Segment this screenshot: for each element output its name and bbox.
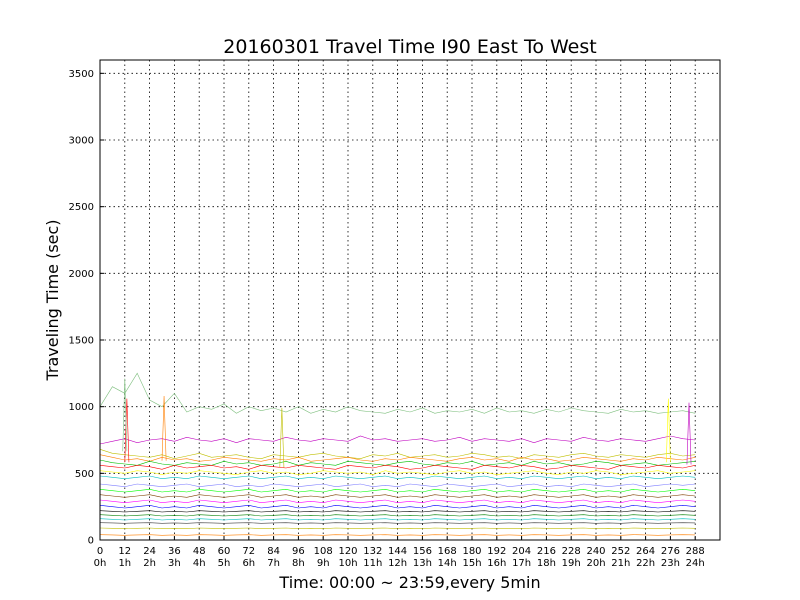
x-tick-label: 204 <box>512 546 531 557</box>
x-tick-label: 12 <box>118 546 131 557</box>
series-line-4 <box>99 454 696 462</box>
x-tick-sublabel: 10h <box>338 558 357 569</box>
x-tick-label: 48 <box>193 546 206 557</box>
x-tick-sublabel: 17h <box>512 558 531 569</box>
x-tick-label: 84 <box>267 546 280 557</box>
x-tick-sublabel: 13h <box>413 558 432 569</box>
x-tick-label: 240 <box>586 546 605 557</box>
x-tick-sublabel: 6h <box>242 558 255 569</box>
x-tick-sublabel: 9h <box>317 558 330 569</box>
x-tick-sublabel: 12h <box>388 558 407 569</box>
x-tick-sublabel: 23h <box>661 558 680 569</box>
x-tick-sublabel: 5h <box>218 558 231 569</box>
x-tick-sublabel: 2h <box>143 558 156 569</box>
series-line-13 <box>99 504 696 509</box>
x-tick-sublabel: 24h <box>686 558 705 569</box>
spike-mark-1 <box>124 398 130 463</box>
x-tick-sublabel: 7h <box>267 558 280 569</box>
plot-frame <box>99 59 721 541</box>
x-tick-sublabel: 22h <box>636 558 655 569</box>
spike-mark-4 <box>686 402 692 465</box>
series-line-2 <box>99 435 696 445</box>
grid <box>99 60 720 541</box>
series-line-10 <box>99 488 696 493</box>
series-line-7 <box>99 470 696 476</box>
series-line-14 <box>99 510 696 513</box>
x-tick-sublabel: 11h <box>363 558 382 569</box>
series-line-1 <box>99 372 696 414</box>
series-line-9 <box>99 483 696 488</box>
y-tick-label: 1500 <box>69 336 94 347</box>
y-tick-label: 3500 <box>69 69 94 80</box>
x-tick-sublabel: 4h <box>193 558 206 569</box>
y-tick-label: 2000 <box>69 269 94 280</box>
series-line-12 <box>99 499 696 504</box>
x-tick-label: 252 <box>611 546 630 557</box>
x-tick-label: 24 <box>143 546 156 557</box>
x-tick-sublabel: 21h <box>611 558 630 569</box>
x-tick-sublabel: 3h <box>168 558 181 569</box>
x-tick-label: 72 <box>242 546 255 557</box>
series-line-16 <box>99 518 696 521</box>
series-line-11 <box>99 494 696 498</box>
y-tick-label: 1000 <box>69 402 94 413</box>
spike-mark-2 <box>161 395 167 461</box>
series-line-19 <box>99 534 696 536</box>
y-tick-label: 500 <box>75 469 94 480</box>
x-tick-label: 132 <box>363 546 382 557</box>
series-line-8 <box>99 475 696 480</box>
y-axis-ticks: 0 500 1000 1500 2000 2500 3000 3500 <box>69 69 104 547</box>
x-tick-label: 36 <box>168 546 181 557</box>
y-tick-label: 3000 <box>69 136 94 147</box>
x-tick-label: 120 <box>338 546 357 557</box>
x-tick-label: 228 <box>562 546 581 557</box>
x-tick-label: 216 <box>537 546 556 557</box>
x-tick-sublabel: 20h <box>586 558 605 569</box>
x-tick-label: 276 <box>661 546 680 557</box>
x-tick-label: 192 <box>487 546 506 557</box>
y-tick-label: 2500 <box>69 202 94 213</box>
x-tick-sublabel: 16h <box>487 558 506 569</box>
y-axis-label: Traveling Time (sec) <box>43 219 62 381</box>
x-tick-sublabel: 19h <box>562 558 581 569</box>
x-tick-sublabel: 1h <box>118 558 131 569</box>
y-tick-label: 0 <box>88 536 94 547</box>
series-line-5 <box>99 459 696 466</box>
x-tick-sublabel: 18h <box>537 558 556 569</box>
x-tick-sublabel: 0h <box>94 558 107 569</box>
x-tick-label: 0 <box>97 546 103 557</box>
series-lines <box>99 372 696 536</box>
x-tick-sublabel: 15h <box>462 558 481 569</box>
spike-mark-5 <box>122 378 128 452</box>
x-tick-label: 108 <box>314 546 333 557</box>
series-line-17 <box>99 522 696 524</box>
x-tick-label: 168 <box>438 546 457 557</box>
x-tick-label: 96 <box>292 546 305 557</box>
series-line-3 <box>99 449 696 460</box>
x-tick-label: 264 <box>636 546 655 557</box>
x-tick-sublabel: 8h <box>292 558 305 569</box>
chart-title: 20160301 Travel Time I90 East To West <box>223 36 596 58</box>
x-tick-sublabel: 14h <box>438 558 457 569</box>
x-tick-label: 288 <box>686 546 705 557</box>
spike-mark-6 <box>279 407 285 468</box>
x-axis-label: Time: 00:00 ~ 23:59,every 5min <box>278 573 540 592</box>
x-tick-label: 60 <box>218 546 231 557</box>
x-tick-label: 144 <box>388 546 407 557</box>
x-tick-label: 180 <box>462 546 481 557</box>
spike-mark-3 <box>665 398 671 463</box>
series-line-15 <box>99 514 696 517</box>
series-line-18 <box>99 527 696 530</box>
x-tick-label: 156 <box>413 546 432 557</box>
series-line-6 <box>99 464 696 470</box>
